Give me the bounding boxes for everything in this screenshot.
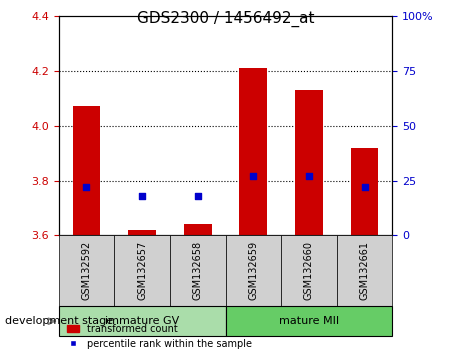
FancyBboxPatch shape [337,235,392,306]
FancyBboxPatch shape [281,235,337,306]
Text: immature GV: immature GV [105,316,179,326]
Point [194,193,201,199]
Point [83,184,90,190]
Text: GDS2300 / 1456492_at: GDS2300 / 1456492_at [137,11,314,27]
Text: GSM132658: GSM132658 [193,241,202,301]
FancyBboxPatch shape [114,235,170,306]
FancyBboxPatch shape [226,235,281,306]
Legend: transformed count, percentile rank within the sample: transformed count, percentile rank withi… [64,320,256,353]
Text: GSM132661: GSM132661 [359,241,369,300]
Bar [184,224,212,235]
Point [250,173,257,179]
Bar [351,148,378,235]
Point [305,173,313,179]
Text: GSM132657: GSM132657 [137,241,147,301]
Text: mature MII: mature MII [279,316,339,326]
FancyBboxPatch shape [59,306,226,336]
Bar [295,90,323,235]
Text: GSM132659: GSM132659 [249,241,258,301]
Point [138,193,146,199]
Text: development stage: development stage [5,316,113,326]
FancyBboxPatch shape [59,235,114,306]
FancyBboxPatch shape [170,235,226,306]
Bar [239,68,267,235]
Text: GSM132660: GSM132660 [304,241,314,300]
Text: GSM132592: GSM132592 [82,241,92,301]
Point [361,184,368,190]
Bar [128,230,156,235]
Bar [73,107,100,235]
FancyBboxPatch shape [226,306,392,336]
